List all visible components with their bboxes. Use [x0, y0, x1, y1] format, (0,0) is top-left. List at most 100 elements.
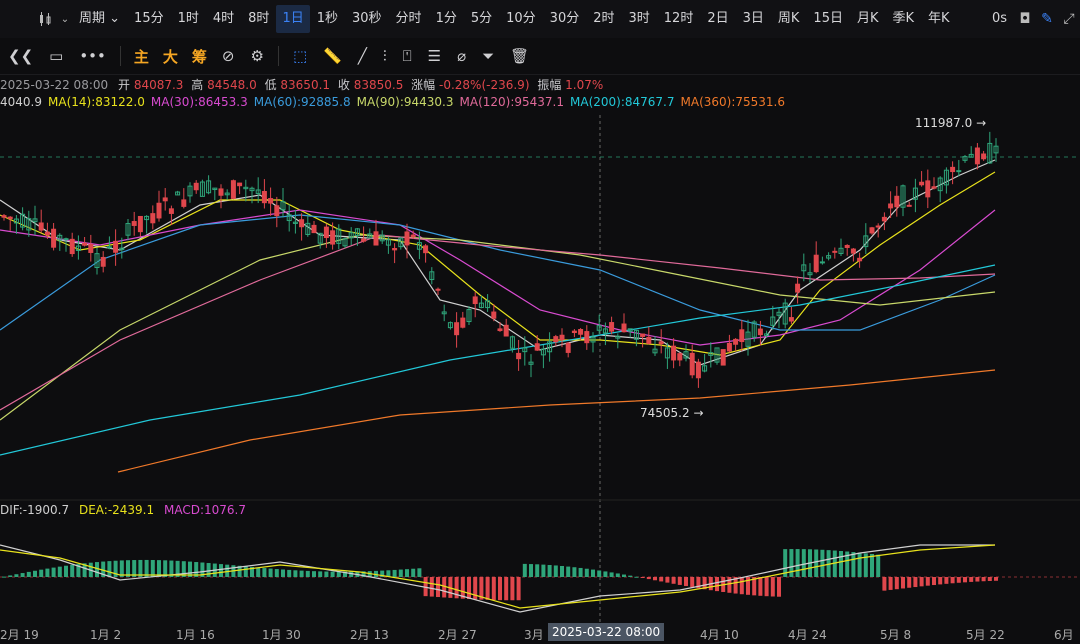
amplitude-label: 振幅 — [537, 78, 562, 92]
candle-body — [671, 345, 677, 361]
note-icon[interactable]: ☰ — [427, 47, 442, 65]
interval-5[interactable]: 1秒 — [316, 11, 338, 26]
macd-bar — [287, 569, 292, 577]
macd-bar — [429, 577, 434, 597]
macd-bar — [392, 569, 397, 577]
main-chart-button[interactable]: 主 — [133, 47, 149, 66]
ma-label-3: MA(60):92885.8 — [253, 95, 351, 109]
interval-14[interactable]: 12时 — [663, 11, 694, 26]
interval-8[interactable]: 1分 — [435, 11, 457, 26]
macd-bar — [584, 568, 589, 577]
candle-body — [237, 182, 243, 187]
macd-bar — [305, 570, 310, 577]
macd-bar — [832, 550, 837, 577]
pen-icon[interactable]: ✎ — [1041, 11, 1053, 27]
kline-chart[interactable]: 111987.0 → 74505.2 → — [0, 0, 1080, 622]
lock-icon[interactable]: ⍞ — [402, 47, 412, 65]
ma-line-6 — [0, 264, 996, 456]
trash-icon[interactable]: 🗑 — [510, 47, 530, 65]
candle-body — [888, 203, 894, 209]
interval-19[interactable]: 月K — [856, 11, 879, 26]
candle-body — [844, 244, 850, 248]
candle-body — [162, 197, 168, 202]
candle-body — [838, 247, 844, 254]
period-dropdown[interactable]: 周期 ⌄ — [79, 11, 121, 26]
interval-12[interactable]: 2时 — [593, 11, 615, 26]
interval-9[interactable]: 5分 — [470, 11, 493, 26]
candle-body — [931, 186, 937, 189]
candle-body — [137, 215, 143, 233]
macd-bar — [764, 577, 769, 597]
candle-body — [454, 322, 460, 336]
macd-bar — [243, 566, 248, 577]
candle-body — [491, 311, 497, 319]
camera-icon[interactable]: ◘ — [1019, 11, 1031, 27]
crosshair-date-label: 2025-03-22 08:00 — [548, 623, 665, 641]
crosshair-tool-icon[interactable]: ⬚ — [292, 47, 308, 65]
interval-2[interactable]: 4时 — [212, 11, 235, 26]
candle-body — [175, 191, 181, 196]
interval-11[interactable]: 30分 — [549, 11, 580, 26]
interval-1[interactable]: 1时 — [177, 11, 199, 26]
line-tool-icon[interactable]: ╱ — [357, 47, 367, 65]
candles — [1, 131, 999, 388]
drawing-toolbar: ❮❮ ▭ ••• 主 大 筹 ⊘ ⚙ ⬚ 📏 ╱ ⫶ ⍞ ☰ ⌀ ⏷ 🗑 — [0, 38, 1080, 75]
macd-bar — [746, 577, 750, 595]
filter-icon[interactable]: ⏷ — [482, 47, 495, 65]
chevron-down-icon[interactable]: ⌄ — [60, 13, 70, 25]
candles-tool-icon[interactable]: ⫶ — [382, 47, 387, 65]
macd-bar — [535, 564, 540, 577]
x-tick-11: 6月 — [1054, 628, 1074, 642]
divider — [119, 46, 121, 66]
macd-bar — [690, 577, 695, 588]
candle-body — [150, 213, 156, 224]
interval-16[interactable]: 3日 — [742, 11, 764, 26]
interval-18[interactable]: 15日 — [813, 11, 843, 26]
interval-10[interactable]: 10分 — [506, 11, 536, 26]
candle-body — [342, 238, 348, 247]
interval-0[interactable]: 15分 — [134, 11, 164, 26]
candle-body — [7, 216, 13, 220]
interval-21[interactable]: 年K — [928, 11, 950, 26]
ohlc-info: 2025-03-22 08:00 开 84087.3 高 84548.0 低 8… — [0, 76, 603, 93]
candle-body — [652, 348, 658, 354]
macd-bar — [299, 570, 304, 577]
interval-13[interactable]: 3时 — [628, 11, 650, 26]
interval-17[interactable]: 周K — [777, 11, 800, 26]
macd-bar — [460, 577, 465, 599]
candle-body — [894, 195, 900, 208]
macd-bar — [789, 549, 794, 577]
candle-body — [26, 218, 32, 231]
macd-bar — [826, 550, 831, 577]
macd-bar — [423, 577, 428, 597]
interval-4[interactable]: 1日 — [276, 5, 310, 33]
candle-body — [522, 347, 528, 353]
candle-body — [615, 335, 621, 339]
change-label: 涨幅 — [411, 78, 436, 92]
interval-20[interactable]: 季K — [892, 11, 915, 26]
candle-body — [212, 187, 218, 191]
fullscreen-icon[interactable]: ⤢ — [1063, 11, 1075, 27]
interval-15[interactable]: 2日 — [707, 11, 729, 26]
settings-icon[interactable]: ⚙ — [250, 47, 264, 65]
candlestick-type-icon[interactable] — [36, 0, 58, 38]
macd-bar — [888, 577, 893, 590]
candle-body — [925, 180, 931, 198]
ruler-icon[interactable]: 📏 — [323, 47, 342, 65]
big-order-button[interactable]: 大 — [162, 47, 178, 66]
collapse-icon[interactable]: ❮❮ — [8, 47, 34, 65]
rectangle-icon[interactable]: ▭ — [49, 47, 64, 65]
macd-bar — [374, 570, 378, 577]
magnet-icon[interactable]: ⌀ — [457, 47, 467, 65]
more-icon[interactable]: ••• — [79, 47, 106, 65]
indicator-icon[interactable]: ⊘ — [221, 47, 235, 65]
interval-3[interactable]: 8时 — [248, 11, 270, 26]
macd-bar — [485, 577, 490, 600]
macd-bar — [938, 577, 943, 585]
candle-body — [956, 170, 962, 173]
low-value: 83650.1 — [280, 78, 331, 92]
chips-button[interactable]: 筹 — [191, 47, 207, 66]
interval-6[interactable]: 30秒 — [352, 11, 382, 26]
interval-7[interactable]: 分时 — [395, 11, 422, 26]
macd-bar — [256, 567, 261, 577]
